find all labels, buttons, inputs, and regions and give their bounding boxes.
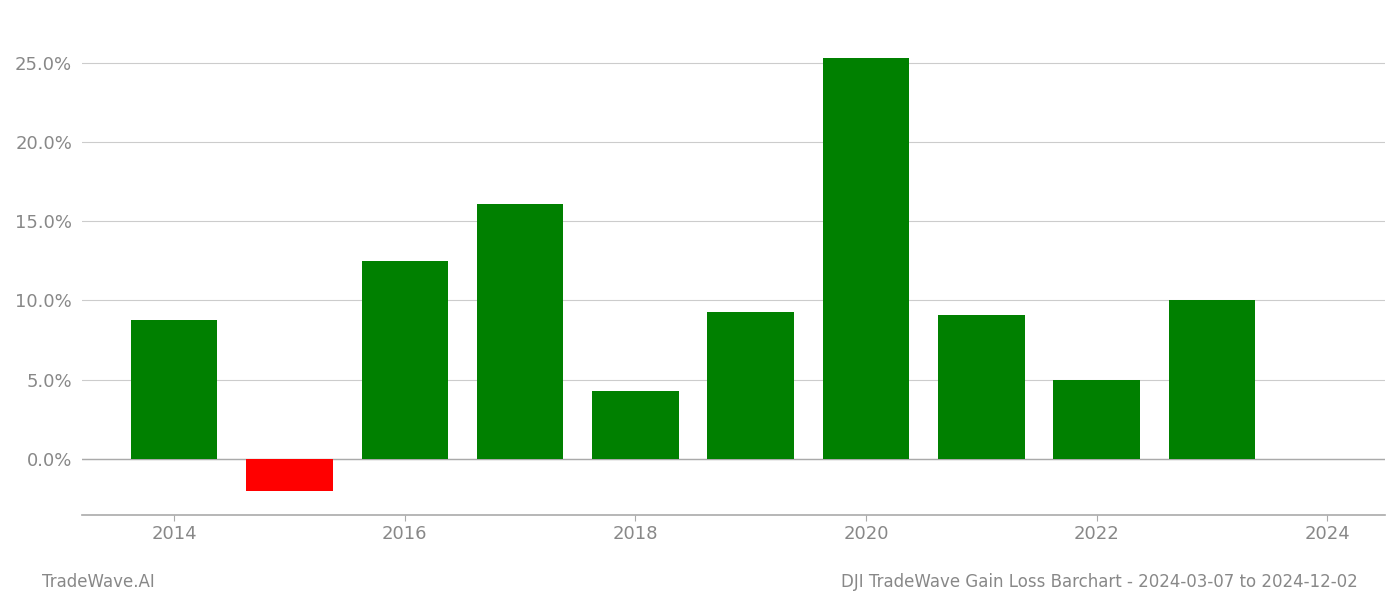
Bar (823, 58, 909, 459)
Bar (361, 261, 448, 459)
Bar (246, 459, 333, 491)
Text: DJI TradeWave Gain Loss Barchart - 2024-03-07 to 2024-12-02: DJI TradeWave Gain Loss Barchart - 2024-… (841, 573, 1358, 591)
Bar (592, 391, 679, 459)
Bar (938, 315, 1025, 459)
Bar (130, 320, 217, 459)
Bar (707, 311, 794, 459)
Text: TradeWave.AI: TradeWave.AI (42, 573, 155, 591)
Bar (477, 204, 563, 459)
Bar (1169, 301, 1256, 459)
Bar (1053, 380, 1140, 459)
